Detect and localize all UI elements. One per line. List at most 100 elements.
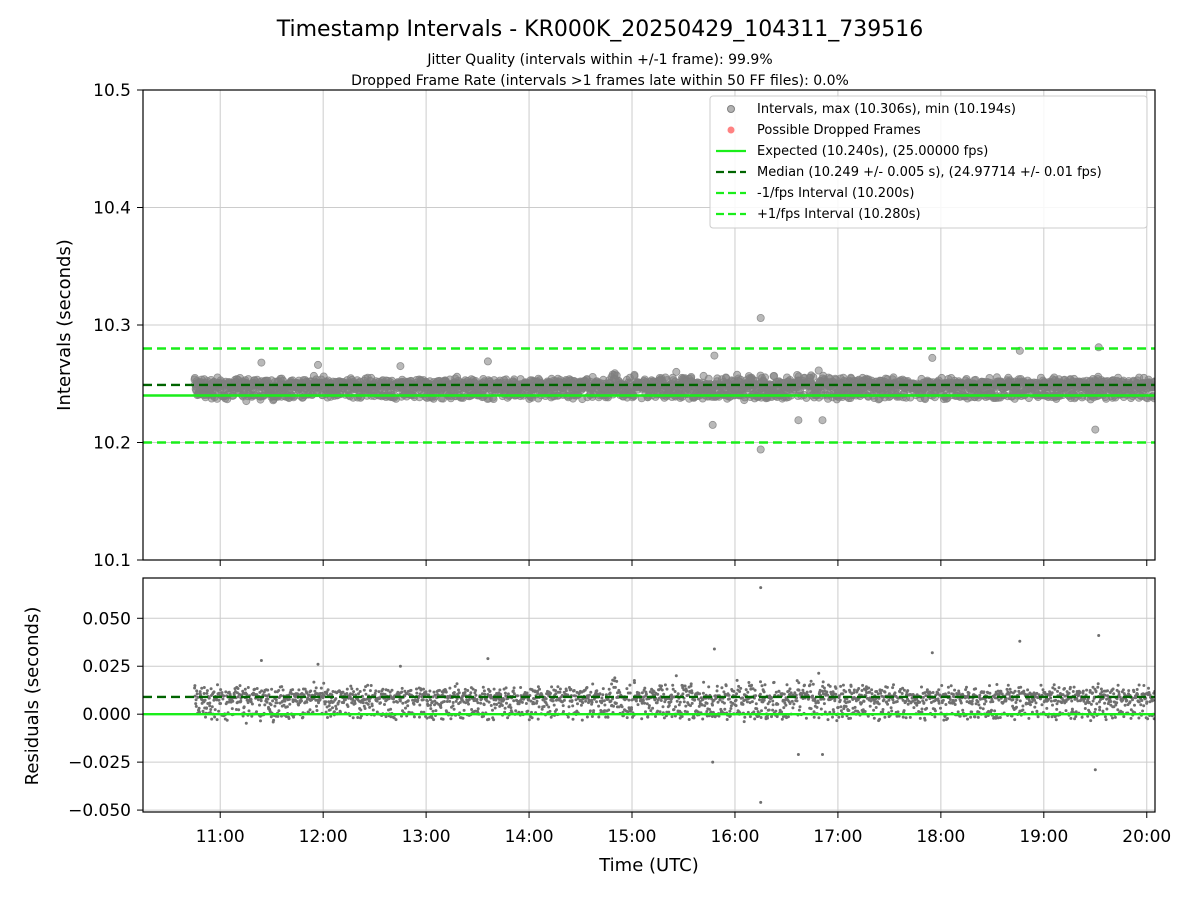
residual-point (893, 691, 897, 695)
residual-point (678, 700, 682, 704)
residual-point (852, 688, 856, 692)
residual-point (1019, 685, 1023, 689)
residual-point (660, 684, 663, 688)
residual-point (805, 690, 809, 694)
residual-point (463, 691, 467, 694)
residual-point (937, 701, 941, 705)
residual-point (660, 688, 664, 692)
residual-point (439, 703, 443, 707)
residual-point (832, 710, 836, 714)
residual-point (204, 715, 207, 719)
residual-point (601, 693, 605, 697)
residual-point (734, 704, 738, 708)
residual-point (811, 682, 815, 686)
residual-point (988, 691, 992, 695)
residual-point (474, 693, 478, 697)
residual-point (872, 716, 876, 720)
residual-point (258, 703, 261, 707)
residual-point (466, 689, 470, 692)
residual-point (867, 686, 871, 690)
residual-point (209, 687, 213, 691)
residual-point (341, 690, 345, 694)
interval-point (708, 420, 717, 429)
residual-point (601, 687, 605, 691)
residual-point (771, 703, 775, 707)
residual-point (386, 688, 390, 692)
residual-point (600, 696, 604, 700)
interval-point (710, 351, 719, 360)
residual-point (282, 703, 286, 707)
residual-point (792, 702, 796, 706)
residual-point (381, 687, 385, 691)
residual-point (729, 704, 733, 708)
residual-point (994, 716, 998, 720)
residual-point (1009, 690, 1013, 694)
residual-point (737, 684, 741, 688)
residual-point (795, 679, 799, 683)
residual-point (785, 683, 789, 687)
residual-point (662, 716, 666, 720)
residual-point (512, 692, 516, 696)
residual-point (580, 718, 584, 722)
residual-point (499, 693, 503, 697)
residual-point (647, 704, 651, 708)
residual-point (591, 682, 595, 686)
residual-point (453, 684, 457, 688)
residual-point (271, 699, 275, 703)
residual-point (207, 696, 211, 700)
residual-point (371, 708, 375, 712)
residual-point (716, 700, 720, 704)
residual-point (338, 710, 342, 714)
residual-point (606, 715, 610, 719)
residual-point (887, 698, 891, 702)
residual-point (959, 701, 963, 705)
residual-point (841, 692, 845, 696)
residual-point (411, 698, 415, 702)
residual-point (1030, 710, 1034, 714)
residual-point (296, 693, 300, 697)
interval-point (257, 358, 266, 367)
residual-point (848, 700, 852, 704)
residual-point (536, 717, 540, 721)
residual-point (525, 691, 529, 695)
residual-point (675, 699, 679, 703)
residual-point (684, 704, 688, 708)
residual-point (759, 716, 763, 719)
residual-point (860, 689, 864, 692)
residual-point (879, 691, 883, 695)
residual-point (978, 706, 982, 710)
intervals-ytick-label: 10.5 (93, 81, 131, 101)
residual-point (558, 690, 562, 694)
residual-point (750, 683, 754, 687)
chart-subtitle-dropped: Dropped Frame Rate (intervals >1 frames … (351, 73, 849, 89)
residual-point (426, 699, 429, 703)
residual-point (236, 695, 240, 699)
residual-point (873, 700, 877, 703)
residual-point (474, 689, 478, 692)
legend-marker-intervals (727, 105, 735, 113)
residual-point (826, 693, 830, 697)
residual-point (355, 687, 359, 691)
intervals-x-ticks (219, 560, 1148, 566)
residual-point (482, 703, 486, 707)
residual-point (852, 691, 856, 695)
residual-point (469, 691, 473, 695)
residual-point (689, 704, 692, 708)
residual-point (984, 715, 988, 719)
residual-point (351, 693, 355, 696)
residual-point (599, 709, 603, 712)
residual-point (797, 681, 801, 685)
residual-point (590, 715, 594, 718)
residual-point (906, 702, 910, 706)
residual-point (607, 687, 611, 691)
residual-point (308, 708, 312, 712)
residual-point (1035, 709, 1039, 713)
residual-point (1026, 693, 1030, 697)
residual-point (428, 689, 432, 693)
residual-point (922, 701, 926, 705)
residual-point (842, 707, 846, 711)
residual-point (1026, 688, 1030, 692)
residual-point (904, 699, 908, 703)
residual-point (458, 700, 462, 704)
residual-point (625, 687, 629, 691)
